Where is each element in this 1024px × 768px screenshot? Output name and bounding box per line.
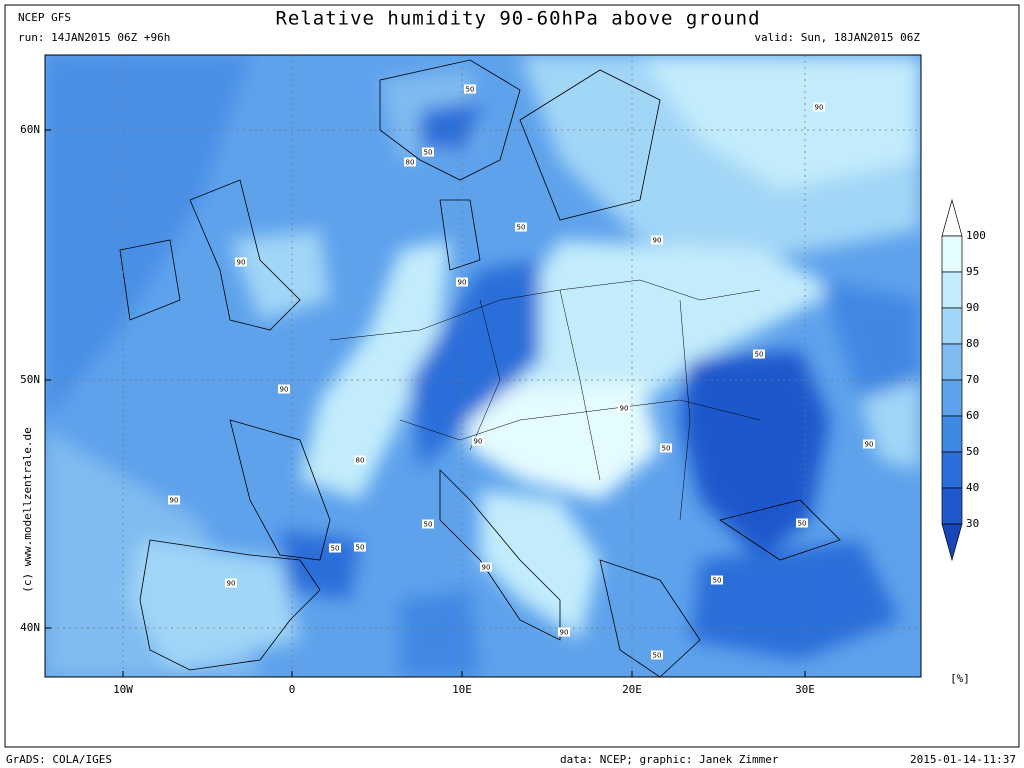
lon-label: 10W [113, 683, 133, 696]
contour-label: 50 [713, 577, 722, 585]
contour-label-box [515, 222, 527, 232]
colorbar-segment [941, 271, 963, 309]
colorbar-top-cap [941, 198, 963, 237]
colorbar-label: 80 [966, 337, 979, 350]
lon-label: 20E [622, 683, 642, 696]
contour-label: 90 [458, 279, 467, 287]
contour-label: 90 [237, 259, 246, 267]
contour-label: 50 [798, 520, 807, 528]
colorbar-label: 60 [966, 409, 979, 422]
contour-label: 80 [406, 159, 415, 167]
map-border [44, 54, 922, 678]
unit-label: [%] [950, 672, 970, 685]
contour-label-box [618, 403, 630, 413]
contour-label-box [235, 257, 247, 267]
contour-label-box [422, 147, 434, 157]
copyright: (c) www.modellzentrale.de [21, 427, 34, 593]
data-credit: data: NCEP; graphic: Janek Zimmer [560, 753, 779, 766]
contour-label-box [472, 436, 484, 446]
contour-label: 90 [280, 386, 289, 394]
contour-label: 90 [170, 497, 179, 505]
contour-label-box [558, 627, 570, 637]
timestamp: 2015-01-14-11:37 [910, 753, 1016, 766]
colorbar-segment [941, 487, 963, 525]
contour-label-box [660, 443, 672, 453]
contour-label: 50 [755, 351, 764, 359]
colorbar-label: 95 [966, 265, 979, 278]
contour-label: 90 [560, 629, 569, 637]
colorbar: 100 95 90 80 70 60 50 40 30 [941, 198, 986, 562]
contour-label-box [464, 84, 476, 94]
contour-label: 50 [424, 149, 433, 157]
lon-label: 10E [452, 683, 472, 696]
colorbar-segment [941, 451, 963, 489]
coastlines [119, 59, 841, 677]
lat-label: 50N [20, 373, 40, 386]
contour-label-box [796, 518, 808, 528]
colorbar-bottom-cap [941, 523, 963, 562]
contour-label-box [651, 650, 663, 660]
contour-label-box [168, 495, 180, 505]
contour-label-box [480, 562, 492, 572]
lat-label: 40N [20, 621, 40, 634]
contour-label-box [329, 543, 341, 553]
contour-label-box [354, 455, 366, 465]
colorbar-segment [941, 235, 963, 273]
contour-label-box [456, 277, 468, 287]
map-title: Relative humidity 90-60hPa above ground [275, 8, 760, 30]
software-credit: GrADS: COLA/IGES [6, 753, 112, 766]
contour-label: 90 [815, 104, 824, 112]
contour-label: 90 [227, 580, 236, 588]
contour-label: 50 [424, 521, 433, 529]
contour-label-box [651, 235, 663, 245]
lat-label: 60N [20, 123, 40, 136]
contour-label: 90 [620, 405, 629, 413]
model-label: NCEP GFS [18, 11, 71, 24]
contour-labels: 50 50 80 90 50 90 90 90 50 90 90 90 50 90 80 90 50 50 50 50… [168, 84, 875, 660]
contour-label-box [711, 575, 723, 585]
contour-label-box [422, 519, 434, 529]
run-label: run: 14JAN2015 06Z +96h [18, 31, 170, 44]
graticule [45, 55, 921, 677]
contour-label: 80 [356, 457, 365, 465]
colorbar-label: 30 [966, 517, 979, 530]
contour-label: 50 [331, 545, 340, 553]
contour-label: 50 [653, 652, 662, 660]
contour-label-box [813, 102, 825, 112]
colorbar-label: 50 [966, 445, 979, 458]
colorbar-segment [941, 343, 963, 381]
contour-label-box [278, 384, 290, 394]
colorbar-label: 100 [966, 229, 986, 242]
colorbar-label: 40 [966, 481, 979, 494]
contour-label-box [225, 578, 237, 588]
contour-label-box [404, 157, 416, 167]
contour-label: 90 [653, 237, 662, 245]
colorbar-segment [941, 379, 963, 417]
map-field: 50 50 80 90 50 90 90 90 50 90 90 90 50 90 80 90 50 50 50 50… [45, 55, 921, 677]
contour-label: 90 [482, 564, 491, 572]
contour-label: 50 [662, 445, 671, 453]
lon-label: 0 [289, 683, 296, 696]
field-shading [45, 55, 920, 677]
contour-label-box [354, 542, 366, 552]
colorbar-segment [941, 415, 963, 453]
contour-label: 90 [474, 438, 483, 446]
colorbar-label: 70 [966, 373, 979, 386]
contour-label: 50 [517, 224, 526, 232]
valid-label: valid: Sun, 18JAN2015 06Z [754, 31, 920, 44]
axis-labels: 60N 50N 40N 10W 0 10E 20E 30E [20, 123, 815, 696]
colorbar-label: 90 [966, 301, 979, 314]
contour-label-box [863, 439, 875, 449]
contour-label: 50 [466, 86, 475, 94]
contour-label: 90 [865, 441, 874, 449]
colorbar-segment [941, 307, 963, 345]
contour-label: 50 [356, 544, 365, 552]
frame [4, 4, 1020, 748]
contour-label-box [753, 349, 765, 359]
lon-label: 30E [795, 683, 815, 696]
